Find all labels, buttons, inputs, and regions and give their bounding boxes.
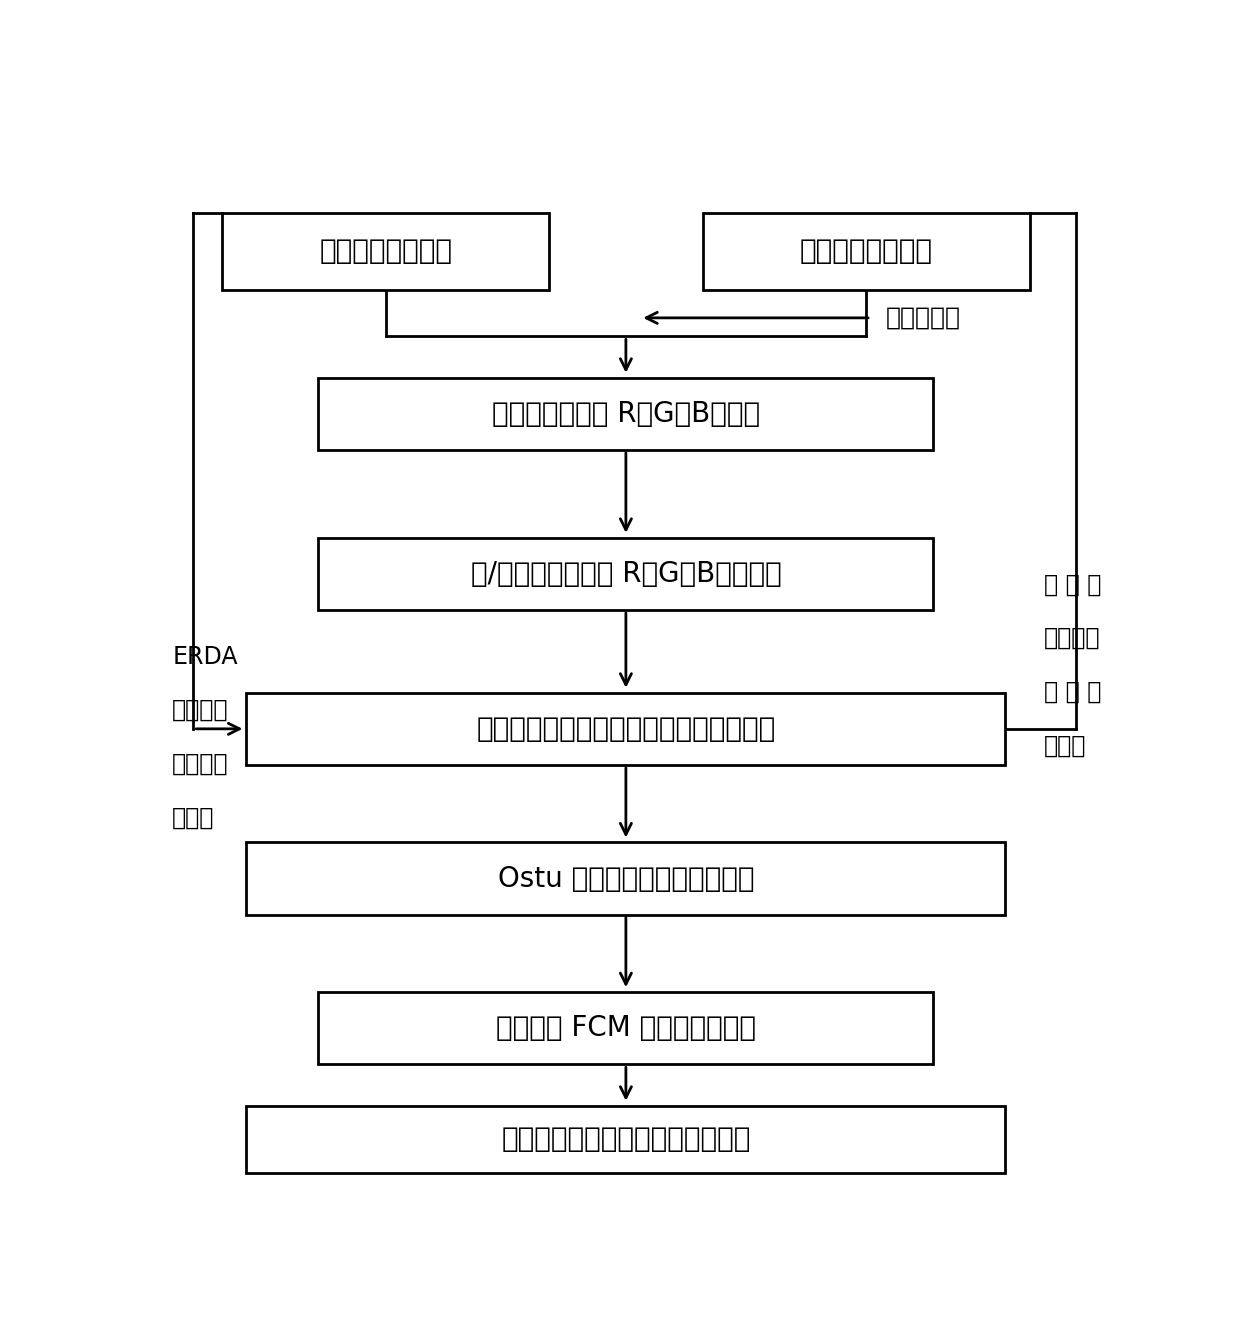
Text: 乘 积 融: 乘 积 融 [1044,573,1101,597]
Text: 影像预处理: 影像预处理 [885,306,960,330]
Bar [222,213,549,290]
Bar [247,693,1006,764]
Bar [319,992,934,1065]
Text: ERDA: ERDA [172,645,238,669]
Text: 解译地物: 解译地物 [172,699,229,723]
Bar [319,538,934,610]
Text: 定量描述变化类型，变化检测完成: 定量描述变化类型，变化检测完成 [501,1125,750,1153]
Text: 化区域: 化区域 [1044,734,1086,758]
Text: 合，定性: 合，定性 [1044,626,1100,650]
Text: 描 述 变: 描 述 变 [1044,680,1101,704]
Text: 时相二多波段影像: 时相二多波段影像 [800,237,932,266]
Bar [319,378,934,451]
Text: 利用改进 FCM 对变化区域聚类: 利用改进 FCM 对变化区域聚类 [496,1014,756,1042]
Bar [247,842,1006,915]
Text: Ostu 阈值分割，获取变化掩膜: Ostu 阈值分割，获取变化掩膜 [497,865,754,893]
Text: 加权平均法分离 R、G、B单波段: 加权平均法分离 R、G、B单波段 [492,400,760,428]
Text: 分波段邻域熵权求和，构造掩膜差异影像: 分波段邻域熵权求和，构造掩膜差异影像 [476,715,775,743]
Text: 类型的先: 类型的先 [172,752,229,776]
Text: 时相一多波段影像: 时相一多波段影像 [319,237,453,266]
Bar [247,1106,1006,1173]
Text: 验知识: 验知识 [172,806,215,830]
Bar [703,213,1029,290]
Text: 差/比值复合法构造 R、G、B差异影像: 差/比值复合法构造 R、G、B差异影像 [470,561,781,587]
